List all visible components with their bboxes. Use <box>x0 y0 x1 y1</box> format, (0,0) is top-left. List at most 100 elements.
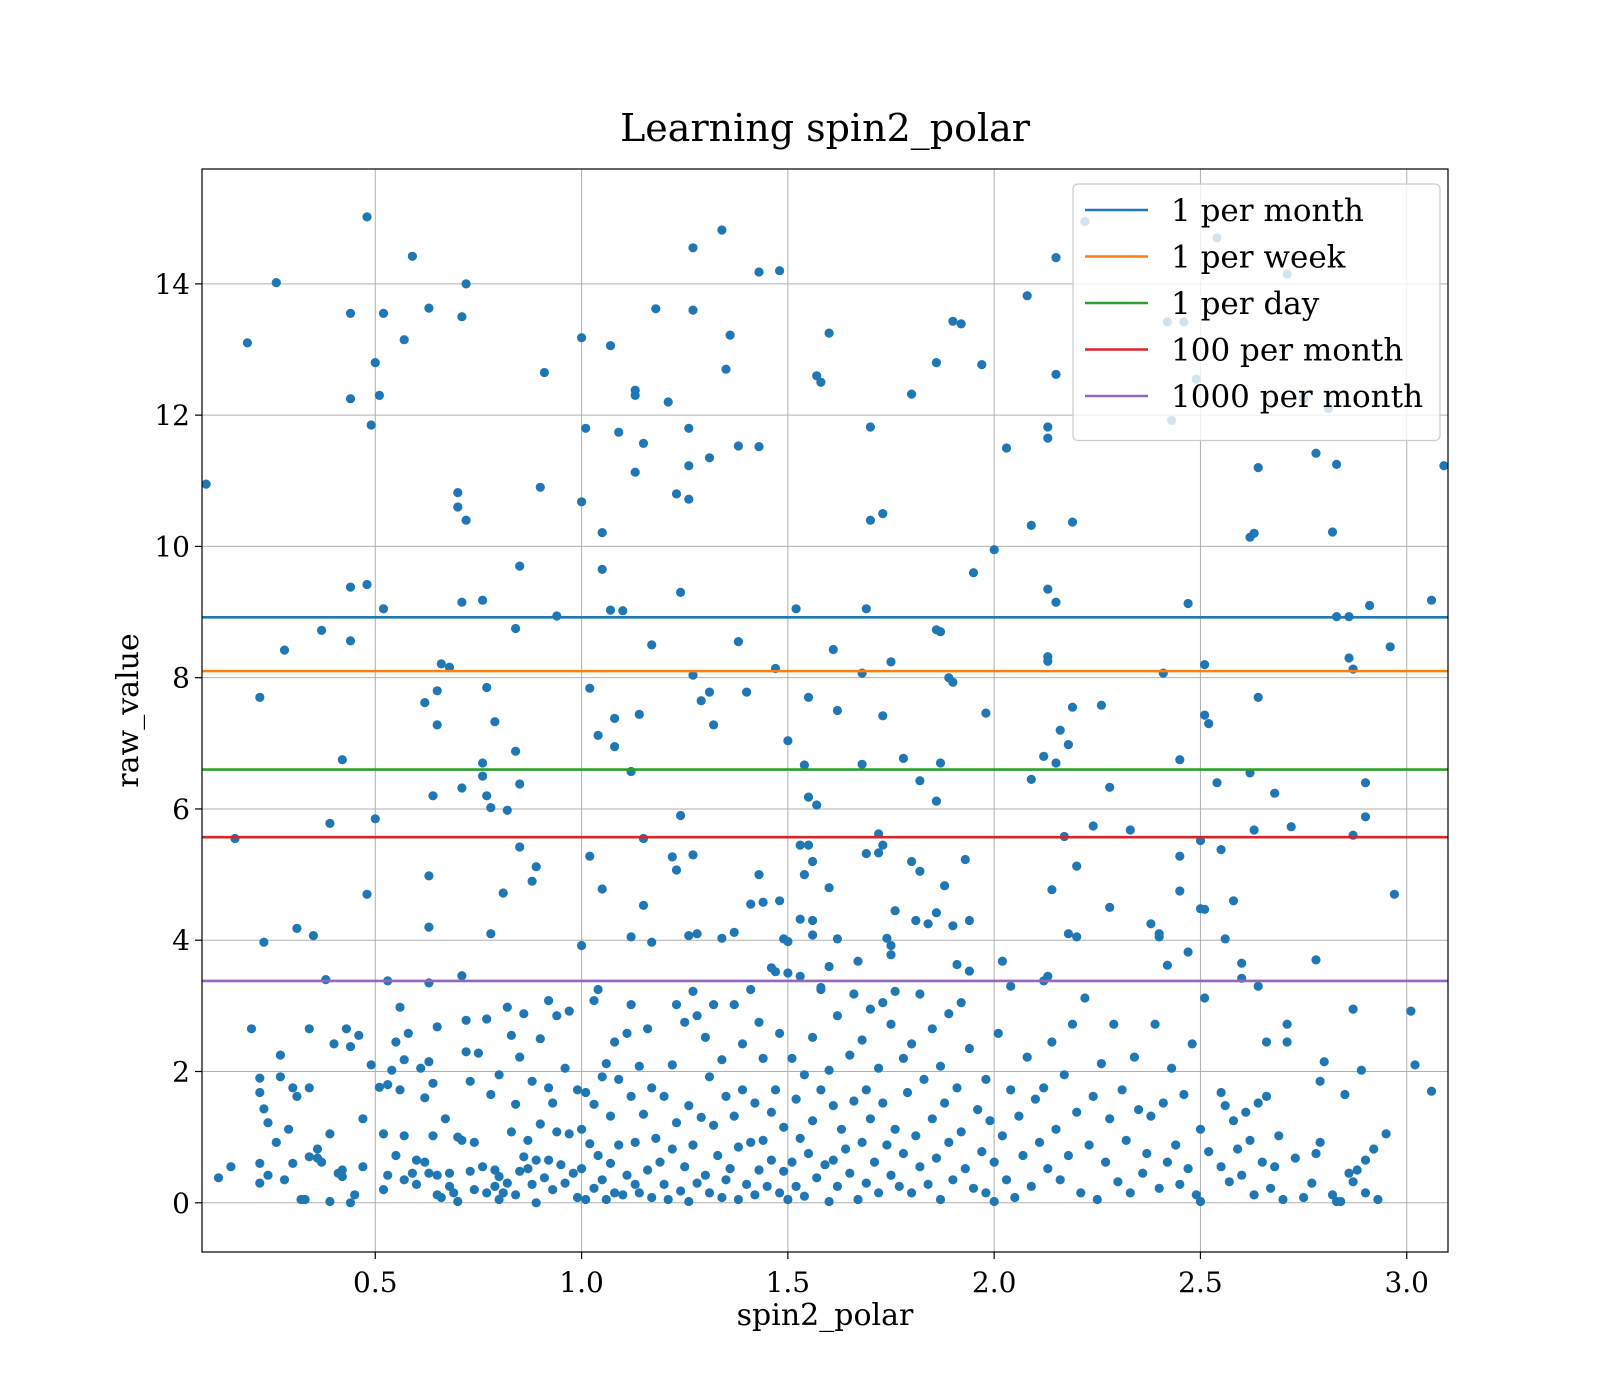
data-point <box>610 1037 620 1047</box>
data-point <box>263 1118 273 1128</box>
data-point <box>964 915 975 926</box>
data-point <box>1043 652 1053 662</box>
data-point <box>1249 825 1259 835</box>
data-point <box>638 438 649 448</box>
data-point <box>420 1157 430 1167</box>
data-point <box>824 1196 834 1207</box>
data-point <box>1142 1148 1152 1159</box>
data-point <box>1055 1175 1065 1185</box>
data-point <box>275 1050 285 1060</box>
data-point <box>461 1047 471 1057</box>
data-point <box>597 1175 607 1185</box>
data-point <box>713 1150 723 1161</box>
data-point <box>746 984 756 995</box>
data-point <box>676 587 686 598</box>
data-point <box>510 623 521 634</box>
data-point <box>581 1194 591 1205</box>
data-point <box>766 1107 777 1117</box>
data-point <box>378 308 389 318</box>
data-point <box>1138 1168 1148 1178</box>
data-point <box>304 1152 314 1162</box>
data-point <box>1356 1065 1366 1075</box>
data-point <box>403 1028 413 1038</box>
data-point <box>956 1127 966 1137</box>
data-point <box>791 1181 801 1191</box>
data-point <box>832 1181 843 1191</box>
data-point <box>1162 1157 1172 1167</box>
data-point <box>758 1135 768 1145</box>
data-point <box>820 1160 830 1170</box>
data-point <box>593 984 603 995</box>
data-point <box>453 1196 463 1207</box>
data-point <box>395 1002 405 1012</box>
data-point <box>589 1183 599 1193</box>
data-point <box>226 1162 236 1172</box>
data-point <box>300 1194 310 1205</box>
data-point <box>1150 1019 1160 1029</box>
data-point <box>684 423 694 433</box>
data-point <box>733 441 744 451</box>
data-point <box>750 1190 760 1200</box>
data-point <box>585 683 595 693</box>
data-point <box>960 1164 970 1174</box>
data-point <box>696 1112 706 1122</box>
data-point <box>808 1032 818 1042</box>
data-point <box>981 1188 991 1198</box>
data-point <box>242 338 252 348</box>
data-point <box>729 1111 739 1121</box>
data-point <box>1010 1192 1020 1203</box>
data-point <box>770 967 781 977</box>
legend-label: 1 per day <box>1171 286 1320 322</box>
data-point <box>717 1192 727 1203</box>
data-point <box>737 1039 748 1049</box>
data-point <box>1307 1178 1317 1188</box>
data-point <box>432 686 442 696</box>
data-point <box>676 810 686 821</box>
data-point <box>1220 934 1230 944</box>
data-point <box>1183 947 1193 957</box>
data-point <box>1006 1085 1016 1095</box>
data-point <box>762 1181 772 1191</box>
data-point <box>1327 527 1338 537</box>
data-point <box>634 1061 644 1071</box>
data-point <box>948 1175 958 1185</box>
data-point <box>1336 1196 1346 1207</box>
data-point <box>919 1074 929 1084</box>
data-point <box>861 604 871 614</box>
y-tick-label: 12 <box>154 399 190 432</box>
data-point <box>502 1002 512 1012</box>
data-point <box>956 319 966 329</box>
data-point <box>960 854 970 865</box>
data-point <box>614 1140 624 1150</box>
data-point <box>255 1087 265 1098</box>
data-point <box>597 528 607 538</box>
data-point <box>366 420 376 430</box>
data-point <box>1167 1063 1177 1073</box>
data-point <box>907 1039 917 1049</box>
data-point <box>312 1144 323 1154</box>
data-point <box>940 881 950 891</box>
data-point <box>420 698 430 708</box>
data-point <box>1348 1177 1358 1187</box>
data-point <box>779 1166 789 1176</box>
data-point <box>1360 1188 1371 1198</box>
data-point <box>808 1116 818 1126</box>
data-point <box>572 1192 583 1203</box>
data-point <box>399 1055 409 1065</box>
data-point <box>1047 885 1057 895</box>
data-point <box>849 989 859 999</box>
data-point <box>465 1166 475 1176</box>
data-point <box>1030 1094 1040 1104</box>
data-point <box>605 605 616 615</box>
data-point <box>581 1087 591 1098</box>
data-point <box>1410 1060 1420 1070</box>
data-point <box>890 986 900 997</box>
data-point <box>506 1030 516 1040</box>
data-point <box>552 1127 562 1137</box>
data-point <box>684 1196 694 1207</box>
data-point <box>874 1063 884 1073</box>
data-point <box>845 1168 855 1178</box>
data-point <box>1439 461 1449 471</box>
data-point <box>1216 1087 1226 1098</box>
data-point <box>556 1160 566 1170</box>
